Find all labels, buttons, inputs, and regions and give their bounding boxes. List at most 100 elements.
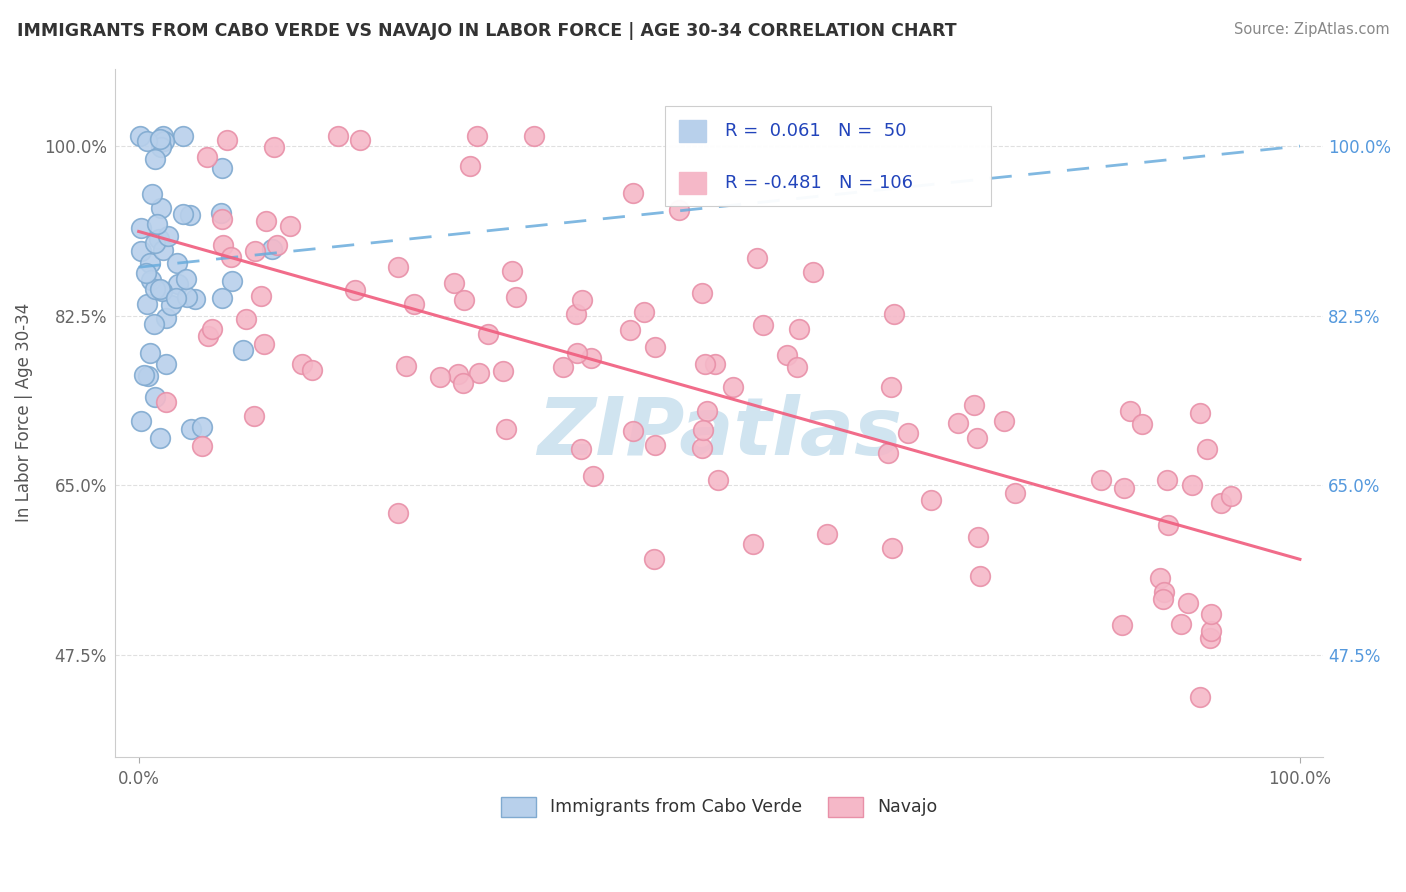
- Point: [1149, 571, 1171, 585]
- Point: [143, 152, 166, 166]
- Point: [157, 228, 180, 243]
- Point: [395, 359, 418, 373]
- Point: [167, 277, 190, 291]
- Point: [644, 340, 666, 354]
- Point: [1188, 690, 1211, 704]
- Point: [1195, 442, 1218, 457]
- Point: [179, 208, 201, 222]
- Point: [621, 425, 644, 439]
- Point: [551, 359, 574, 374]
- Point: [692, 423, 714, 437]
- Point: [153, 135, 176, 149]
- Point: [159, 298, 181, 312]
- Point: [1112, 481, 1135, 495]
- Point: [136, 369, 159, 384]
- Point: [745, 251, 768, 265]
- Point: [219, 251, 242, 265]
- Point: [966, 431, 988, 445]
- Point: [266, 238, 288, 252]
- Point: [191, 439, 214, 453]
- Point: [453, 293, 475, 307]
- Point: [132, 368, 155, 382]
- Point: [619, 323, 641, 337]
- Point: [963, 398, 986, 412]
- Point: [883, 307, 905, 321]
- Point: [969, 569, 991, 583]
- Point: [291, 357, 314, 371]
- Point: [211, 237, 233, 252]
- Point: [128, 129, 150, 144]
- Point: [1157, 517, 1180, 532]
- Point: [1181, 477, 1204, 491]
- Point: [787, 322, 810, 336]
- Bar: [679, 172, 706, 194]
- Point: [243, 409, 266, 423]
- Point: [966, 530, 988, 544]
- Text: ZIPatlas: ZIPatlas: [537, 394, 901, 472]
- Point: [690, 441, 713, 455]
- Point: [149, 282, 172, 296]
- Point: [143, 282, 166, 296]
- Point: [211, 212, 233, 227]
- Point: [145, 390, 167, 404]
- Point: [131, 414, 153, 428]
- Point: [501, 264, 523, 278]
- Point: [139, 345, 162, 359]
- Point: [129, 244, 152, 259]
- Point: [152, 129, 174, 144]
- Point: [668, 202, 690, 217]
- Text: Source: ZipAtlas.com: Source: ZipAtlas.com: [1233, 22, 1389, 37]
- Point: [150, 284, 173, 298]
- Point: [155, 395, 177, 409]
- Point: [260, 242, 283, 256]
- Point: [129, 221, 152, 235]
- Point: [1177, 596, 1199, 610]
- Point: [946, 416, 969, 430]
- Point: [742, 537, 765, 551]
- Point: [1170, 617, 1192, 632]
- Point: [349, 133, 371, 147]
- Point: [429, 370, 451, 384]
- Point: [139, 273, 162, 287]
- Point: [1004, 485, 1026, 500]
- Point: [221, 274, 243, 288]
- Point: [235, 311, 257, 326]
- Text: R =  0.061   N =  50: R = 0.061 N = 50: [724, 122, 905, 140]
- Point: [1156, 473, 1178, 487]
- Point: [211, 161, 233, 175]
- Point: [326, 129, 349, 144]
- Point: [492, 363, 515, 377]
- Point: [565, 346, 588, 360]
- Point: [882, 541, 904, 555]
- Point: [253, 336, 276, 351]
- Point: [1119, 404, 1142, 418]
- Point: [1111, 618, 1133, 632]
- Point: [172, 129, 194, 144]
- Point: [690, 286, 713, 301]
- Point: [176, 290, 198, 304]
- Point: [703, 357, 725, 371]
- Point: [693, 357, 716, 371]
- Point: [149, 139, 172, 153]
- Point: [1219, 489, 1241, 503]
- Point: [135, 134, 157, 148]
- Point: [141, 187, 163, 202]
- Point: [465, 129, 488, 144]
- Point: [453, 376, 475, 391]
- Text: R = -0.481   N = 106: R = -0.481 N = 106: [724, 174, 912, 192]
- Point: [143, 236, 166, 251]
- Point: [149, 131, 172, 145]
- Point: [876, 446, 898, 460]
- Point: [571, 293, 593, 307]
- Point: [920, 492, 942, 507]
- Y-axis label: In Labor Force | Age 30-34: In Labor Force | Age 30-34: [15, 303, 32, 522]
- Point: [752, 318, 775, 332]
- Point: [644, 438, 666, 452]
- Point: [447, 368, 470, 382]
- Point: [211, 291, 233, 305]
- Point: [477, 326, 499, 341]
- Point: [643, 551, 665, 566]
- Point: [1188, 406, 1211, 420]
- Point: [1199, 607, 1222, 622]
- FancyBboxPatch shape: [665, 106, 991, 206]
